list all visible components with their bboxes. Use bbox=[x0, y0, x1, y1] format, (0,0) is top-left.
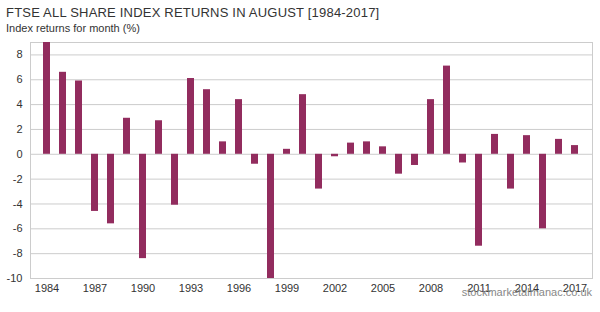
svg-text:1993: 1993 bbox=[179, 282, 203, 294]
svg-text:-4: -4 bbox=[13, 197, 23, 209]
svg-text:8: 8 bbox=[16, 48, 22, 60]
svg-text:2002: 2002 bbox=[323, 282, 347, 294]
svg-text:2005: 2005 bbox=[371, 282, 395, 294]
svg-text:-10: -10 bbox=[7, 272, 23, 284]
svg-text:1987: 1987 bbox=[83, 282, 107, 294]
svg-text:6: 6 bbox=[16, 73, 22, 85]
svg-text:-6: -6 bbox=[13, 222, 23, 234]
svg-text:1996: 1996 bbox=[227, 282, 251, 294]
svg-text:-8: -8 bbox=[13, 247, 23, 259]
svg-text:-2: -2 bbox=[13, 173, 23, 185]
svg-text:1999: 1999 bbox=[275, 282, 299, 294]
svg-text:1984: 1984 bbox=[35, 282, 59, 294]
svg-text:1990: 1990 bbox=[131, 282, 155, 294]
html-text:FTSE ALL SHARE INDEX RETURNS I: FTSE ALL SHARE INDEX RETURNS IN AUGUST [… bbox=[6, 5, 380, 20]
svg-text:2: 2 bbox=[16, 123, 22, 135]
svg-text:2008: 2008 bbox=[419, 282, 443, 294]
html-text:stockmarketalmanac.co.uk: stockmarketalmanac.co.uk bbox=[461, 286, 592, 298]
svg-text:0: 0 bbox=[16, 148, 22, 160]
html-text:Index returns for month (%): Index returns for month (%) bbox=[6, 22, 140, 34]
svg-text:4: 4 bbox=[16, 98, 22, 110]
